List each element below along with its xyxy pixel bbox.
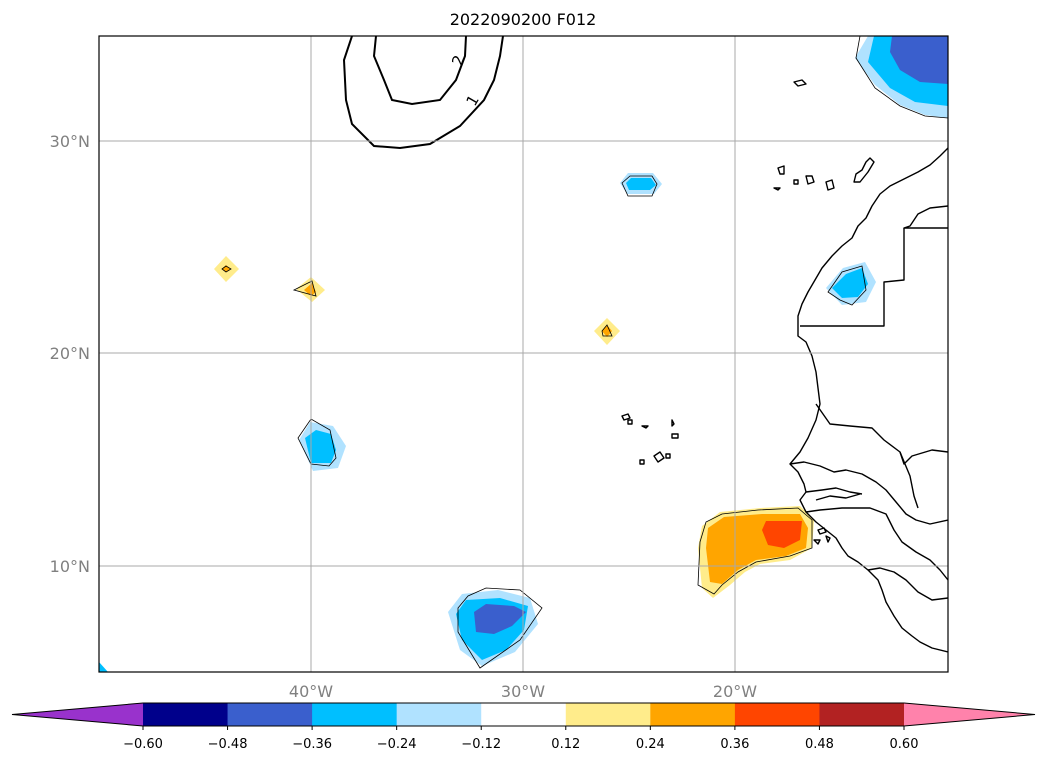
- colorbar-tick-label: −0.12: [461, 737, 501, 752]
- map-panel: 2 1: [98, 35, 949, 673]
- coastlines: [621, 79, 948, 653]
- colorbar-segment: [650, 703, 736, 726]
- colorbar-tick-label: 0.60: [890, 737, 919, 752]
- colorbar-tick-label: −0.36: [292, 737, 332, 752]
- lon-label-40w: 40°W: [289, 682, 333, 701]
- map-title: 2022090200 F012: [450, 10, 597, 29]
- line-contours: [342, 36, 504, 150]
- colorbar-tick-label: 0.24: [636, 737, 665, 752]
- colorbar-segment: [143, 703, 229, 726]
- colorbar-segment: [396, 703, 482, 726]
- negative-anomaly-canary-west: [620, 173, 662, 194]
- negative-anomaly-corner: [99, 662, 108, 672]
- lat-label-20n: 20°N: [50, 344, 90, 363]
- lat-label-10n: 10°N: [50, 557, 90, 576]
- graticule: [99, 36, 948, 672]
- lon-label-20w: 20°W: [713, 682, 757, 701]
- colorbar: −0.60 −0.48 −0.36 −0.24 −0.12 0.12 0.24 0.36 0.4…: [11, 702, 1036, 752]
- colorbar-segment: [481, 703, 567, 726]
- colorbar-segment: [565, 703, 651, 726]
- colorbar-tick-label: 0.36: [720, 737, 749, 752]
- colorbar-extend-low: [12, 703, 143, 726]
- colorbar-tick-label: −0.24: [377, 737, 417, 752]
- colorbar-segment: [819, 703, 905, 726]
- positive-anomaly-west-africa: [698, 506, 814, 598]
- lat-label-30n: 30°N: [50, 132, 90, 151]
- colorbar-segment: [227, 703, 313, 726]
- colorbar-segment: [734, 703, 820, 726]
- colorbar-segment: [312, 703, 398, 726]
- colorbar-tick-label: −0.48: [208, 737, 248, 752]
- negative-anomaly-south: [448, 590, 538, 666]
- negative-anomaly-northeast: [855, 36, 948, 118]
- colorbar-extend-high: [904, 703, 1035, 726]
- colorbar-tick-label: −0.60: [123, 737, 163, 752]
- colorbar-tick-label: 0.12: [551, 737, 580, 752]
- lon-label-30w: 30°W: [501, 682, 545, 701]
- map-frame: [98, 35, 949, 673]
- colorbar-tick-label: 0.48: [805, 737, 834, 752]
